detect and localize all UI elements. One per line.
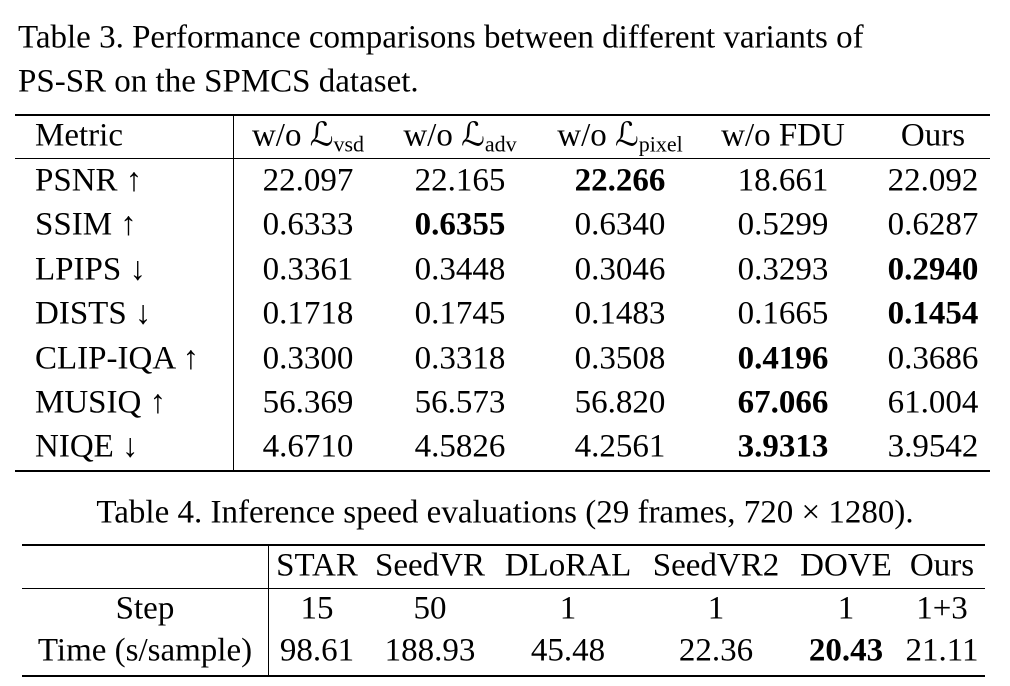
caption: Table 4. Inference speed evaluations (29…	[96, 494, 914, 531]
table-cell: 22.165	[414, 162, 506, 199]
table-cell: 0.6333	[262, 206, 354, 243]
header-text: Metric	[35, 117, 123, 154]
table-cell: 22.36	[678, 632, 754, 669]
column-header: Metric	[35, 117, 123, 154]
column-header: STAR	[276, 547, 358, 584]
column-header: w/o ℒpixel	[557, 117, 683, 155]
column-header: SeedVR	[375, 547, 485, 584]
row-label: PSNR ↑	[35, 162, 143, 199]
table-cell: 4.5826	[414, 428, 506, 465]
caption: PS-SR on the SPMCS dataset.	[18, 63, 419, 100]
rule	[15, 158, 990, 159]
table-cell: 0.3508	[574, 340, 666, 377]
table-cell: 0.6355	[414, 206, 506, 243]
table-cell: 22.266	[574, 162, 666, 199]
column-header: DOVE	[800, 547, 892, 584]
table-cell: 0.1665	[737, 295, 829, 332]
table-cell: 0.1454	[887, 295, 979, 332]
row-label: DISTS ↓	[35, 295, 152, 332]
table-cell: 15	[300, 590, 334, 627]
rule	[15, 470, 990, 472]
header-text: w/o ℒ	[251, 117, 334, 154]
row-label: NIQE ↓	[35, 428, 139, 465]
table-cell: 1	[707, 590, 725, 627]
table-cell: 56.820	[574, 384, 666, 421]
row-label: CLIP-IQA ↑	[35, 340, 200, 377]
table-cell: 4.6710	[262, 428, 354, 465]
table-cell: 98.61	[279, 632, 355, 669]
table-cell: 0.3361	[262, 251, 354, 288]
table-cell: 56.573	[414, 384, 506, 421]
table-cell: 0.3686	[887, 340, 979, 377]
table-cell: 0.6340	[574, 206, 666, 243]
caption: Table 3. Performance comparisons between…	[18, 19, 864, 56]
header-sub: pixel	[638, 131, 683, 157]
table-cell: 3.9542	[887, 428, 979, 465]
table-cell: 22.097	[262, 162, 354, 199]
rule	[22, 588, 985, 589]
table-cell: 22.092	[887, 162, 979, 199]
row-label: Step	[115, 590, 175, 627]
table-cell: 45.48	[530, 632, 606, 669]
table-cell: 0.3300	[262, 340, 354, 377]
rule	[22, 675, 985, 677]
header-text: w/o ℒ	[403, 117, 485, 154]
header-text: Ours	[900, 117, 966, 154]
table-cell: 1	[837, 590, 855, 627]
table-cell: 0.6287	[887, 206, 979, 243]
header-text: w/o FDU	[721, 117, 845, 154]
table-cell: 0.1745	[414, 295, 506, 332]
row-label: SSIM ↑	[35, 206, 137, 243]
table-cell: 3.9313	[737, 428, 829, 465]
table-cell: 1	[559, 590, 577, 627]
table-cell: 0.2940	[887, 251, 979, 288]
table-cell: 0.5299	[737, 206, 829, 243]
header-sub: vsd	[333, 131, 365, 157]
table-cell: 0.1718	[262, 295, 354, 332]
rule	[22, 544, 985, 546]
header-text: w/o ℒ	[557, 117, 639, 154]
table-cell: 50	[413, 590, 447, 627]
column-header: w/o FDU	[721, 117, 845, 154]
rule	[268, 545, 269, 676]
table-cell: 21.11	[905, 632, 979, 669]
table-cell: 56.369	[262, 384, 354, 421]
table-cell: 67.066	[737, 384, 829, 421]
table-cell: 18.661	[737, 162, 829, 199]
table-cell: 61.004	[887, 384, 979, 421]
column-header: w/o ℒvsd	[251, 117, 364, 155]
table-cell: 0.1483	[574, 295, 666, 332]
rule	[15, 114, 990, 116]
header-sub: adv	[484, 131, 517, 157]
table-cell: 1+3	[916, 590, 968, 627]
table-cell: 0.3046	[574, 251, 666, 288]
table-cell: 0.3448	[414, 251, 506, 288]
table-cell: 0.3293	[737, 251, 829, 288]
table-cell: 188.93	[384, 632, 476, 669]
column-header: Ours	[900, 117, 966, 154]
table-cell: 0.3318	[414, 340, 506, 377]
table-cell: 20.43	[808, 632, 884, 669]
column-header: Ours	[909, 547, 975, 584]
column-header: DLoRAL	[504, 547, 632, 584]
row-label: LPIPS ↓	[35, 251, 146, 288]
column-header: w/o ℒadv	[403, 117, 516, 155]
table-cell: 0.4196	[737, 340, 829, 377]
row-label: MUSIQ ↑	[35, 384, 167, 421]
rule	[233, 115, 234, 471]
column-header: SeedVR2	[652, 547, 780, 584]
table-cell: 4.2561	[574, 428, 666, 465]
row-label: Time (s/sample)	[37, 632, 253, 669]
